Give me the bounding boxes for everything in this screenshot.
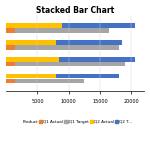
Bar [56, 74, 119, 78]
Title: Stacked Bar Chart: Stacked Bar Chart [36, 6, 114, 15]
Bar [15, 79, 84, 83]
Bar [6, 62, 15, 66]
Bar [6, 79, 15, 83]
Bar [6, 57, 59, 62]
Bar [6, 28, 15, 33]
Bar [62, 23, 135, 28]
Bar [6, 45, 15, 50]
Bar [59, 57, 135, 62]
Bar [15, 62, 125, 66]
Bar [56, 40, 122, 45]
Legend: Product, Q1 Actual, Q1 Target, Q2 Actual, Q2 T...: Product, Q1 Actual, Q1 Target, Q2 Actual… [16, 118, 134, 125]
Bar [6, 23, 62, 28]
Bar [15, 45, 119, 50]
Bar [15, 28, 110, 33]
Bar [6, 40, 56, 45]
Bar [6, 74, 56, 78]
